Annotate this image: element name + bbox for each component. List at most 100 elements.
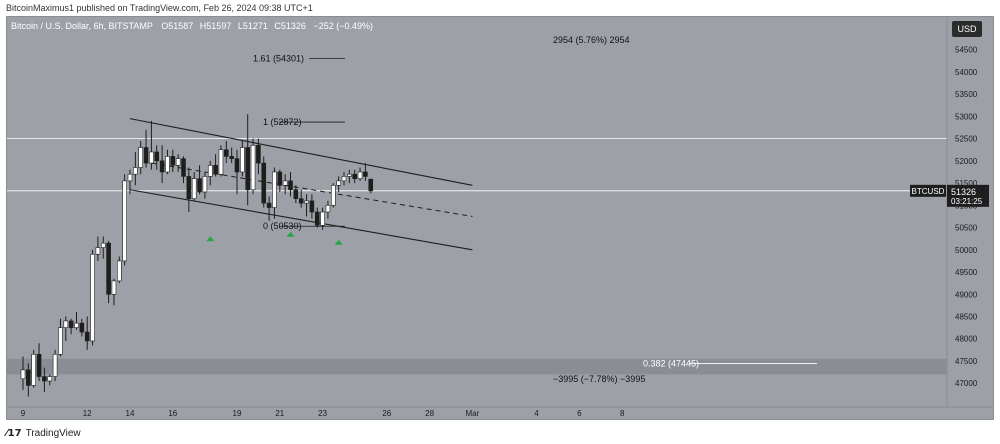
green-arrow-icon: [206, 236, 215, 242]
time-axis[interactable]: [7, 407, 993, 419]
measure-up-label: 2954 (5.76%) 2954: [553, 35, 630, 45]
price-tag-price: 51326: [951, 187, 976, 197]
time-tick-label: 12: [83, 409, 92, 418]
currency-badge-text: USD: [957, 24, 977, 34]
price-tick-label: 53000: [955, 112, 978, 121]
fib-0382-label: 0.382 (47445): [643, 358, 699, 368]
bull-candle: [31, 354, 37, 386]
bear-candle: [245, 147, 250, 191]
bear-candle: [224, 149, 229, 157]
channel-upper-line[interactable]: [129, 118, 473, 186]
bear-candle: [159, 160, 165, 173]
price-tick-label: 54000: [955, 68, 978, 77]
ohlc-low: 51271: [243, 21, 268, 31]
price-tick-label: 50500: [955, 224, 978, 233]
bear-candle: [229, 156, 234, 159]
bear-candle: [213, 165, 218, 175]
price-tick-label: 49000: [955, 290, 978, 299]
bull-candle: [341, 176, 347, 182]
price-axis[interactable]: [947, 17, 993, 419]
bear-candle: [181, 158, 186, 177]
bear-candle: [266, 202, 272, 208]
candlestick-chart[interactable]: 1.61 (54301) 1 (52872) 0 (50530) 0.382 (…: [7, 17, 993, 419]
bear-candle: [234, 158, 240, 173]
bull-candle: [240, 147, 245, 173]
price-tag-box: [947, 184, 989, 207]
bear-candle: [298, 198, 304, 204]
green-arrow-markers: [206, 231, 343, 245]
bull-candle: [47, 376, 53, 382]
price-tag-countdown: 03:21:25: [951, 197, 983, 206]
bear-candle: [68, 320, 74, 328]
bull-candle: [272, 171, 277, 208]
tradingview-footer: ⁄17 TradingView: [6, 425, 81, 441]
bull-candle: [165, 156, 170, 173]
bull-candle: [20, 369, 26, 380]
ohlc-open: 51587: [168, 21, 193, 31]
bear-candle: [26, 369, 31, 386]
price-tick-label: 52000: [955, 157, 978, 166]
bull-candle: [52, 354, 58, 377]
bull-candle: [250, 144, 256, 191]
green-arrow-icon: [334, 239, 343, 245]
ticker-tag-text: BTCUSD: [912, 187, 945, 196]
bull-candle: [58, 327, 63, 355]
bull-candle: [325, 205, 331, 213]
time-tick-label: 16: [168, 409, 177, 418]
channel-lower-line[interactable]: [129, 189, 473, 251]
price-tag: BTCUSD 51326 03:21:25: [910, 184, 989, 207]
bull-candle: [90, 253, 95, 342]
ohlc-high-key: H: [200, 21, 207, 31]
bull-candle: [175, 158, 181, 166]
fib-1618-label: 1.61 (54301): [253, 54, 304, 64]
symbol-legend: Bitcoin / U.S. Dollar, 6h, BITSTAMP O515…: [11, 21, 373, 31]
bull-candle: [320, 211, 325, 226]
bull-candle: [100, 242, 106, 248]
price-tick-label: 47500: [955, 357, 978, 366]
price-tick-label: 49500: [955, 268, 978, 277]
bull-candle: [207, 165, 213, 177]
bull-candle: [202, 176, 208, 193]
bear-candle: [293, 189, 299, 199]
time-tick-label: 21: [275, 409, 284, 418]
tradingview-logo-icon: ⁄17: [6, 427, 22, 439]
candles-group: [20, 114, 374, 397]
ohlc-change: −252 (−0.49%): [313, 21, 373, 31]
ohlc-low-key: L: [238, 21, 243, 31]
tradingview-brand: TradingView: [25, 427, 81, 439]
time-tick-label: 9: [21, 409, 26, 418]
time-tick-label: Mar: [466, 409, 480, 418]
ticker-tag: [910, 184, 946, 197]
support-zone: [7, 358, 947, 375]
symbol-title: Bitcoin / U.S. Dollar, 6h, BITSTAMP: [11, 21, 153, 31]
time-tick-label: 14: [126, 409, 135, 418]
measure-down-label: −3995 (−7.78%) −3995: [553, 374, 645, 384]
bear-candle: [288, 180, 293, 191]
bull-candle: [357, 171, 363, 179]
price-tick-label: 53500: [955, 90, 978, 99]
price-tick-label: 50000: [955, 246, 978, 255]
bear-candle: [154, 151, 160, 162]
price-tick-label: 52500: [955, 135, 978, 144]
bull-candle: [330, 185, 336, 206]
bull-candle: [111, 280, 117, 295]
ohlc-high: 51597: [206, 21, 231, 31]
bull-candle: [336, 180, 341, 186]
bull-candle: [122, 180, 127, 262]
price-tick-label: 47000: [955, 379, 978, 388]
publish-header: BitcoinMaximus1 published on TradingView…: [6, 3, 313, 13]
green-arrow-icon: [286, 231, 295, 237]
time-tick-label: 23: [318, 409, 327, 418]
bull-candle: [218, 149, 224, 175]
currency-badge[interactable]: [952, 21, 982, 37]
fib-1-label: 1 (52872): [263, 117, 302, 127]
bull-candle: [304, 200, 309, 204]
time-tick-label: 4: [534, 409, 539, 418]
bull-candle: [347, 173, 352, 177]
fib-0-label: 0 (50530): [263, 221, 302, 231]
bear-candle: [256, 144, 261, 164]
bear-candle: [197, 178, 202, 193]
chart-area[interactable]: 1.61 (54301) 1 (52872) 0 (50530) 0.382 (…: [6, 16, 994, 420]
bull-candle: [133, 167, 138, 175]
ohlc-open-key: O: [161, 21, 168, 31]
